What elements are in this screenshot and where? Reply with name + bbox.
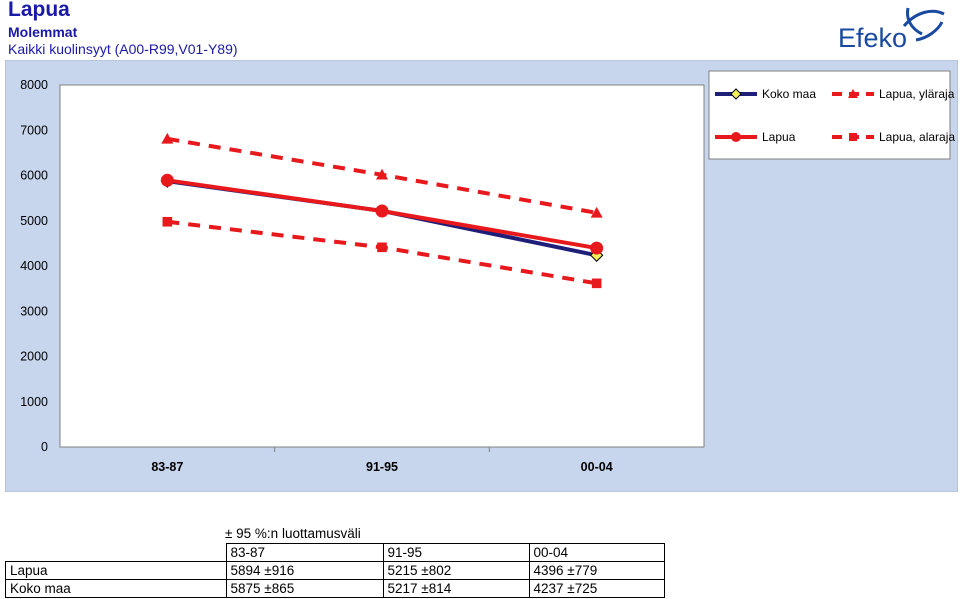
legend-label: Koko maa (762, 87, 816, 101)
legend-box (708, 70, 951, 160)
legend-marker (848, 89, 858, 98)
legend-label: Lapua, yläraja (879, 87, 955, 101)
x-tick-label: 00-04 (581, 460, 613, 474)
ci-caption: ± 95 %:n luottamusväli (225, 526, 361, 541)
data-point (375, 204, 389, 218)
ci-cell: 5217 ±814 (382, 579, 530, 598)
ci-cell: 5894 ±916 (225, 561, 384, 580)
ci-row-label: Koko maa (5, 579, 227, 598)
ci-cell: 4237 ±725 (528, 579, 665, 598)
legend-marker (730, 88, 742, 100)
table-row: Lapua 5894 ±916 5215 ±802 4396 ±779 (5, 561, 665, 580)
y-tick-label: 6000 (20, 169, 48, 183)
data-point (377, 242, 387, 253)
ci-header-cell: 91-95 (382, 543, 530, 562)
ci-corner (6, 544, 227, 562)
ci-table: 83-87 91-95 00-04 Lapua 5894 ±916 5215 ±… (5, 543, 665, 598)
data-point (376, 168, 388, 180)
y-tick-label: 4000 (20, 259, 48, 273)
legend-label: Lapua (762, 130, 796, 144)
legend-marker (731, 132, 741, 142)
data-point (162, 216, 173, 227)
x-tick-label: 91-95 (366, 460, 398, 474)
y-tick-label: 7000 (20, 123, 48, 137)
page-title: Lapua (8, 0, 70, 21)
ci-cell: 4396 ±779 (528, 561, 665, 580)
logo-text: Efeko (838, 23, 907, 53)
legend-label: Lapua, alaraja (879, 130, 955, 144)
legend-marker (849, 133, 857, 141)
y-tick-label: 3000 (20, 304, 48, 318)
y-tick-label: 0 (41, 440, 48, 454)
table-row: Koko maa 5875 ±865 5217 ±814 4237 ±725 (5, 579, 665, 598)
ci-cell: 5875 ±865 (225, 579, 384, 598)
data-point (160, 173, 174, 187)
data-point (591, 278, 602, 289)
y-tick-label: 5000 (20, 214, 48, 228)
plot-area (59, 84, 705, 448)
line-chart: 0 1000 2000 3000 4000 5000 6000 7000 8000 83-87 91… (20, 70, 955, 474)
data-point (590, 206, 603, 218)
efeko-logo: Efeko (838, 7, 945, 53)
ci-header-row: 83-87 91-95 00-04 (6, 543, 665, 562)
y-tick-label: 2000 (20, 350, 48, 364)
y-tick-label: 8000 (20, 78, 48, 92)
data-point (590, 241, 604, 255)
ci-cell: 5215 ±802 (382, 561, 530, 580)
x-tick-label: 83-87 (151, 460, 183, 474)
page-description: Kaikki kuolinsyyt (A00-R99,V01-Y89) (8, 41, 238, 57)
ci-row-label: Lapua (5, 561, 227, 580)
data-point (161, 132, 174, 144)
page-subtitle: Molemmat (8, 24, 78, 40)
ci-header-cell: 00-04 (528, 543, 665, 562)
y-tick-label: 1000 (20, 395, 48, 409)
ci-header-cell: 83-87 (225, 543, 384, 562)
